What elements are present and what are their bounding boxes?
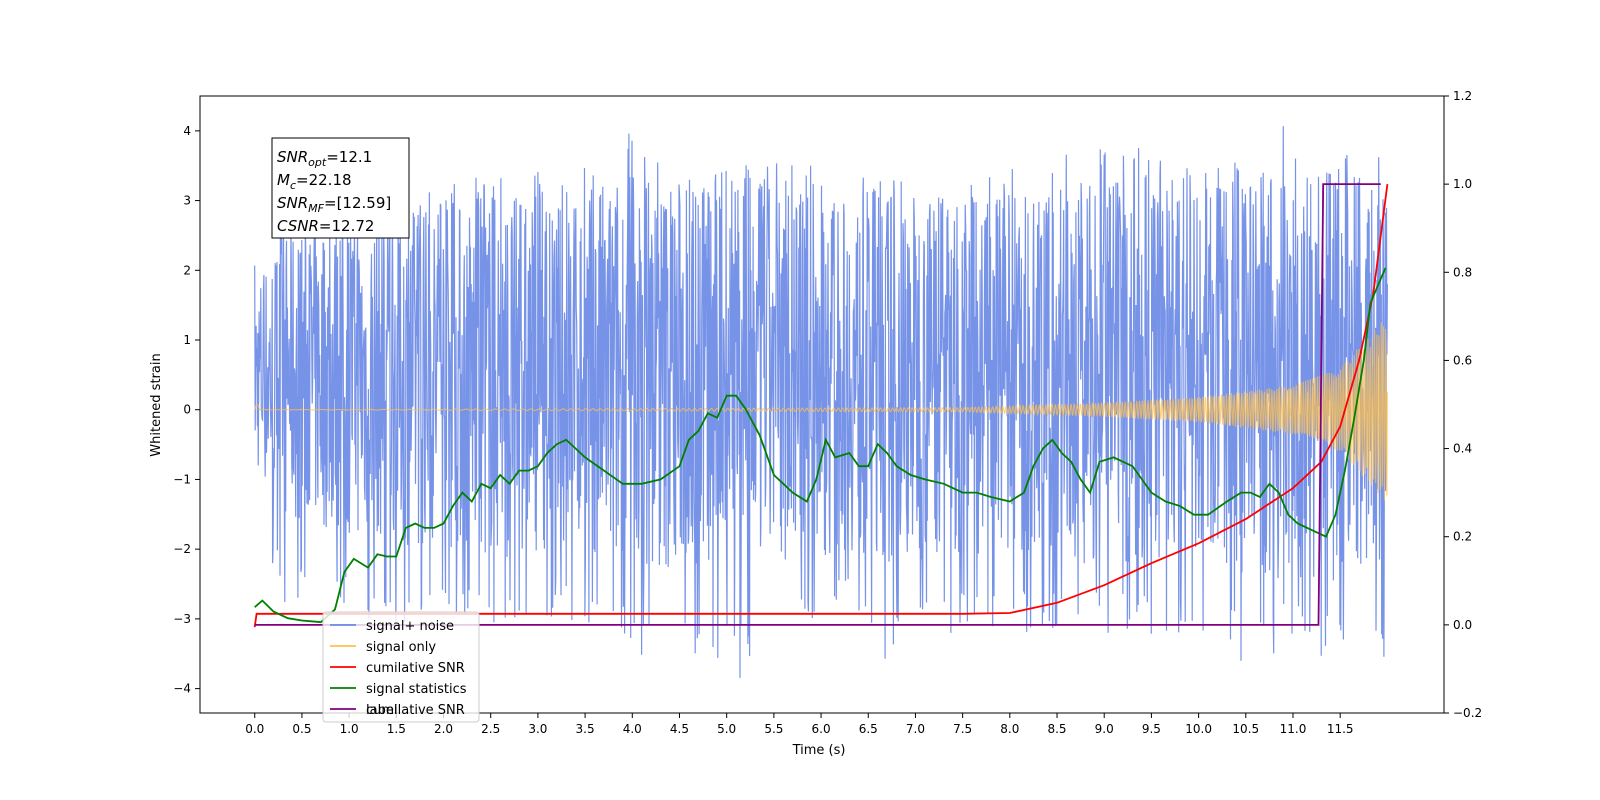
x-tick-label: 9.5 xyxy=(1142,722,1161,736)
y2-tick-label: 0.4 xyxy=(1453,442,1472,456)
x-tick-label: 5.0 xyxy=(717,722,736,736)
series-layer xyxy=(253,126,1389,678)
x-tick-label: 10.0 xyxy=(1185,722,1212,736)
annotation-subscript: MF xyxy=(308,202,324,215)
series-line-signal-statistics xyxy=(254,267,1387,624)
annotation-value: =12.1 xyxy=(326,148,372,166)
x-tick-label: 11.5 xyxy=(1327,722,1354,736)
x-tick-label: 2.0 xyxy=(434,722,453,736)
x-axis: 0.0 0.5 1.0 1.5 2.0 2.5 3.0 3.5 4.0 4.5 5.0 5.5 6.0 6… xyxy=(245,713,1354,736)
x-tick-label: 7.5 xyxy=(953,722,972,736)
y2-tick-label: 0.0 xyxy=(1453,618,1472,632)
annotation-subscript: opt xyxy=(308,156,327,169)
series-line-cumilative-snr xyxy=(253,183,1389,628)
y-tick-label: 2 xyxy=(183,263,191,277)
x-tick-label: 4.5 xyxy=(670,722,689,736)
annotation-subscript: c xyxy=(290,179,296,192)
y2-tick-label: 1.2 xyxy=(1453,89,1472,103)
annotation-symbol: SNR xyxy=(277,148,308,166)
annotation-symbol: CSNR xyxy=(277,217,319,235)
x-tick-label: 8.0 xyxy=(1000,722,1019,736)
y-tick-label: −3 xyxy=(173,612,191,626)
annotation-value: =12.72 xyxy=(319,217,375,235)
x-tick-label: 10.5 xyxy=(1232,722,1259,736)
y-tick-label: 4 xyxy=(183,124,191,138)
legend-label: label xyxy=(366,703,397,718)
y2-tick-label: −0.2 xyxy=(1453,706,1482,720)
legend: cumilative SNR signal+ noise signal only cu… xyxy=(322,611,480,723)
y-tick-label: −4 xyxy=(173,682,191,696)
x-tick-label: 7.0 xyxy=(906,722,925,736)
annotation-line: CSNR=12.72 xyxy=(277,217,374,235)
y-tick-label: 0 xyxy=(183,403,191,417)
x-tick-label: 5.5 xyxy=(764,722,783,736)
plot-frame xyxy=(199,95,1445,714)
annotation-symbol: M xyxy=(277,171,290,189)
y-axis-right: −0.2 0.0 0.2 0.4 0.6 0.8 1.0 1.2 xyxy=(1444,89,1482,720)
annotation-line: SNRMF=[12.59] xyxy=(277,194,391,215)
x-tick-label: 2.5 xyxy=(481,722,500,736)
annotation-value: =[12.59] xyxy=(324,194,391,212)
x-tick-label: 3.5 xyxy=(576,722,595,736)
x-tick-label: 0.0 xyxy=(245,722,264,736)
legend-frame xyxy=(322,611,480,723)
y-tick-label: −2 xyxy=(173,542,191,556)
y-axis-left: −4 −3 −2 −1 0 1 2 3 4 xyxy=(173,124,200,696)
legend-overlap-text: cumilative SNR xyxy=(366,703,465,718)
annotation-frame xyxy=(271,137,410,239)
y2-tick-label: 0.6 xyxy=(1453,353,1472,367)
annotation-symbol: SNR xyxy=(277,194,308,212)
x-tick-label: 9.0 xyxy=(1095,722,1114,736)
annotation-line: SNRopt=12.1 xyxy=(277,148,372,169)
annotation-value: =22.18 xyxy=(296,171,352,189)
legend-label: cumilative SNR xyxy=(366,661,465,676)
y-axis-label: Whitened strain xyxy=(149,353,164,456)
annotation-line: Mc=22.18 xyxy=(277,171,352,192)
series-line-signal-only xyxy=(254,322,1388,501)
x-tick-label: 0.5 xyxy=(292,722,311,736)
x-tick-label: 6.5 xyxy=(859,722,878,736)
x-tick-label: 8.5 xyxy=(1047,722,1066,736)
x-tick-label: 11.0 xyxy=(1280,722,1307,736)
x-tick-label: 6.0 xyxy=(812,722,831,736)
y2-tick-label: 1.0 xyxy=(1453,177,1472,191)
y2-tick-label: 0.8 xyxy=(1453,265,1472,279)
y-tick-label: 3 xyxy=(183,194,191,208)
y2-tick-label: 0.2 xyxy=(1453,530,1472,544)
x-tick-label: 1.5 xyxy=(387,722,406,736)
x-tick-label: 4.0 xyxy=(623,722,642,736)
x-tick-label: 3.0 xyxy=(528,722,547,736)
series-line-label xyxy=(254,183,1381,626)
legend-label: signal+ noise xyxy=(366,619,454,634)
y-tick-label: 1 xyxy=(183,333,191,347)
legend-label: signal statistics xyxy=(366,682,467,697)
annotation-box: SNRopt=12.1Mc=22.18SNRMF=[12.59]CSNR=12.… xyxy=(271,137,410,239)
y-tick-label: −1 xyxy=(173,472,191,486)
x-tick-label: 1.0 xyxy=(340,722,359,736)
x-axis-label: Time (s) xyxy=(792,743,846,758)
legend-label: signal only xyxy=(366,640,436,655)
